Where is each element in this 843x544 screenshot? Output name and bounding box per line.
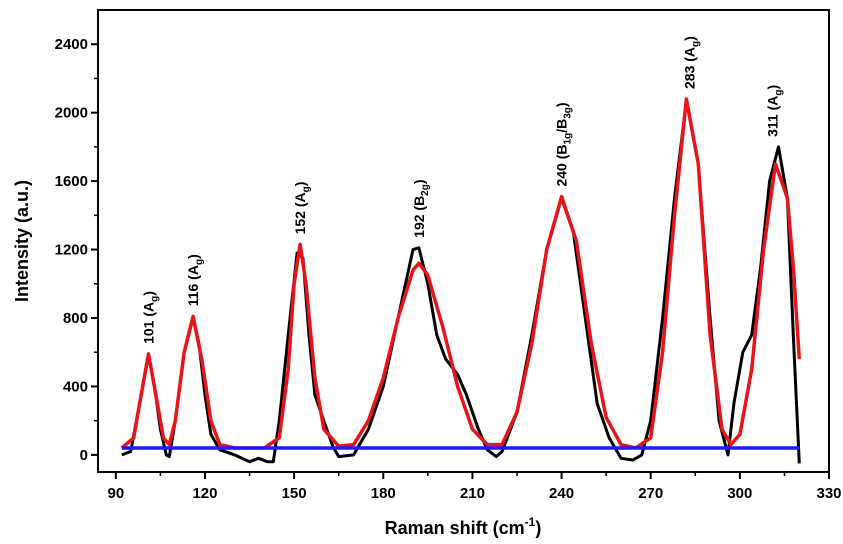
x-tick-label: 90 [107,485,124,502]
peak-label-part: 3g [563,107,574,119]
peak-label-part: 192 (B [411,196,427,238]
x-axis-label: Raman shift (cm-1) [385,515,542,538]
peak-label: 311 (Ag) [765,85,785,137]
peak-label-part: 311 (A [765,96,781,137]
series-line [120,97,802,450]
peak-label: 192 (B2g) [411,179,431,237]
peak-label-part: 101 (A [141,302,157,344]
y-tick-label: 400 [63,378,88,395]
peak-label-part: 283 (A [681,47,697,89]
x-tick-label: 300 [727,485,752,502]
y-tick-label: 0 [80,447,88,464]
peak-label-part: g [194,259,205,265]
peak-label-part: ) [681,36,697,41]
peak-label-part: g [150,296,161,302]
peak-label-part: ) [185,254,201,259]
x-tick-label: 180 [371,485,396,502]
peak-label-part: ) [141,291,157,296]
peak-label: 152 (Ag) [292,182,312,235]
peak-label-part: ) [554,102,570,107]
y-tick-label: 2400 [55,36,88,53]
peak-label-part: /B [554,119,570,133]
peak-label: 240 (B1g/B3g) [554,102,574,186]
x-tick-label: 270 [638,485,663,502]
x-tick-label: 120 [192,485,217,502]
y-axis-label: Intensity (a.u.) [12,180,32,302]
peak-label-part: g [301,186,312,192]
peak-label-part: ) [765,85,781,90]
peak-label: 116 (Ag) [185,254,205,306]
peak-label: 101 (Ag) [141,291,161,344]
peak-label-part: 116 (A [185,265,201,306]
peak-label-part: g [690,41,701,47]
peak-label-part: 1g [563,133,574,145]
x-tick-label: 210 [460,485,485,502]
y-tick-label: 2000 [55,105,88,122]
peak-label-part: 152 (A [292,192,308,234]
peak-label-part: ) [411,179,427,184]
x-tick-label: 330 [816,485,841,502]
x-tick-label: 240 [549,485,574,502]
peak-label-part: 2g [420,184,431,196]
y-tick-label: 1200 [55,242,88,259]
x-tick-label: 150 [282,485,307,502]
plot-frame [97,9,830,473]
y-tick-label: 800 [63,310,88,327]
peak-label-part: 240 (B [554,144,570,186]
peak-label: 283 (Ag) [681,36,701,89]
y-tick-label: 1600 [55,173,88,190]
peak-label-part: g [774,90,785,96]
peak-label-part: ) [292,182,308,187]
